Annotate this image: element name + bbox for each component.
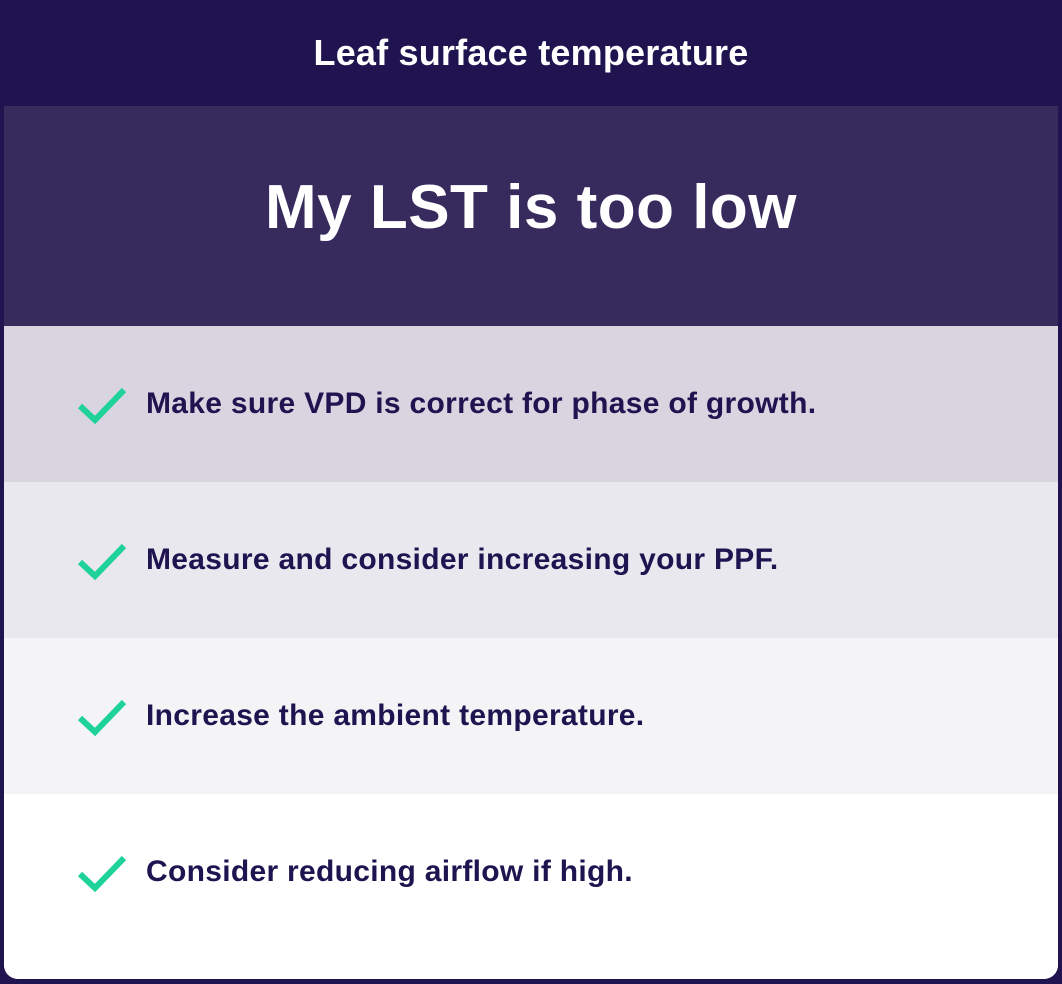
- check-icon: [77, 543, 127, 580]
- card-header-title: Leaf surface temperature: [313, 32, 749, 73]
- check-icon: [77, 699, 127, 736]
- check-icon: [77, 855, 127, 892]
- tip-row: Consider reducing airflow if high.: [4, 794, 1058, 979]
- tip-row: Measure and consider increasing your PPF…: [4, 482, 1058, 638]
- tip-text: Make sure VPD is correct for phase of gr…: [146, 387, 817, 420]
- tip-text: Measure and consider increasing your PPF…: [146, 543, 779, 576]
- tip-text: Increase the ambient temperature.: [146, 699, 645, 732]
- check-icon: [77, 387, 127, 424]
- hero-title: My LST is too low: [4, 106, 1058, 326]
- tip-text: Consider reducing airflow if high.: [146, 854, 633, 888]
- card-body: My LST is too low Make sure VPD is corre…: [4, 106, 1058, 979]
- tip-row: Increase the ambient temperature.: [4, 638, 1058, 794]
- tip-row: Make sure VPD is correct for phase of gr…: [4, 326, 1058, 482]
